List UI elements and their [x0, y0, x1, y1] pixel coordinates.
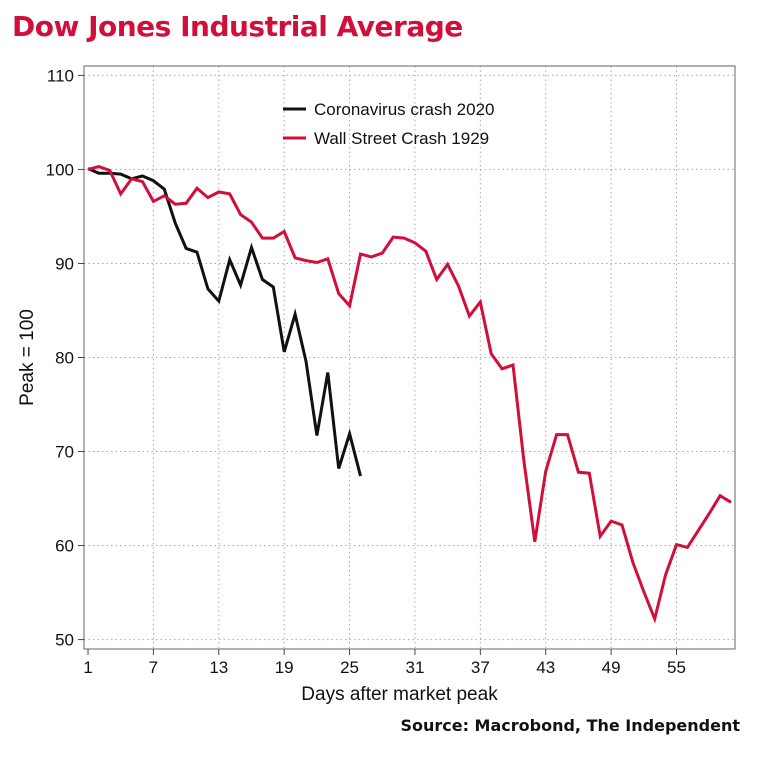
chart-title: Dow Jones Industrial Average — [12, 10, 463, 43]
x-tick-label: 49 — [602, 658, 621, 677]
y-tick-label: 80 — [55, 349, 74, 368]
x-tick-label: 1 — [83, 658, 92, 677]
y-tick-label: 50 — [55, 631, 74, 650]
y-tick-label: 60 — [55, 537, 74, 556]
x-tick-label: 19 — [275, 658, 294, 677]
series-line-coronavirus-2020 — [87, 167, 362, 477]
y-tick-label: 70 — [55, 443, 74, 462]
axis-ticks: 50 60 70 80 90 100 110 1 7 13 19 25 31 37 43 49 55 — [46, 66, 686, 677]
x-axis-label: Days after market peak — [301, 684, 498, 705]
x-tick-label: 13 — [209, 658, 228, 677]
x-tick-label: 43 — [536, 658, 555, 677]
x-tick-label: 31 — [405, 658, 424, 677]
series-line-wall-street-1929 — [87, 165, 732, 624]
legend-label: Coronavirus crash 2020 — [314, 100, 494, 119]
y-tick-label: 100 — [46, 160, 74, 179]
x-tick-label: 37 — [471, 658, 490, 677]
series-lines — [87, 165, 732, 624]
x-tick-label: 55 — [667, 658, 686, 677]
x-tick-label: 25 — [340, 658, 359, 677]
y-axis-label: Peak = 100 — [17, 309, 38, 406]
y-tick-label: 110 — [47, 66, 74, 85]
grid — [84, 66, 735, 649]
legend-label: Wall Street Crash 1929 — [314, 129, 489, 148]
x-tick-label: 7 — [149, 658, 158, 677]
source-note: Source: Macrobond, The Independent — [400, 716, 740, 735]
y-tick-label: 90 — [55, 254, 74, 273]
legend: Coronavirus crash 2020 Wall Street Crash … — [283, 100, 494, 148]
